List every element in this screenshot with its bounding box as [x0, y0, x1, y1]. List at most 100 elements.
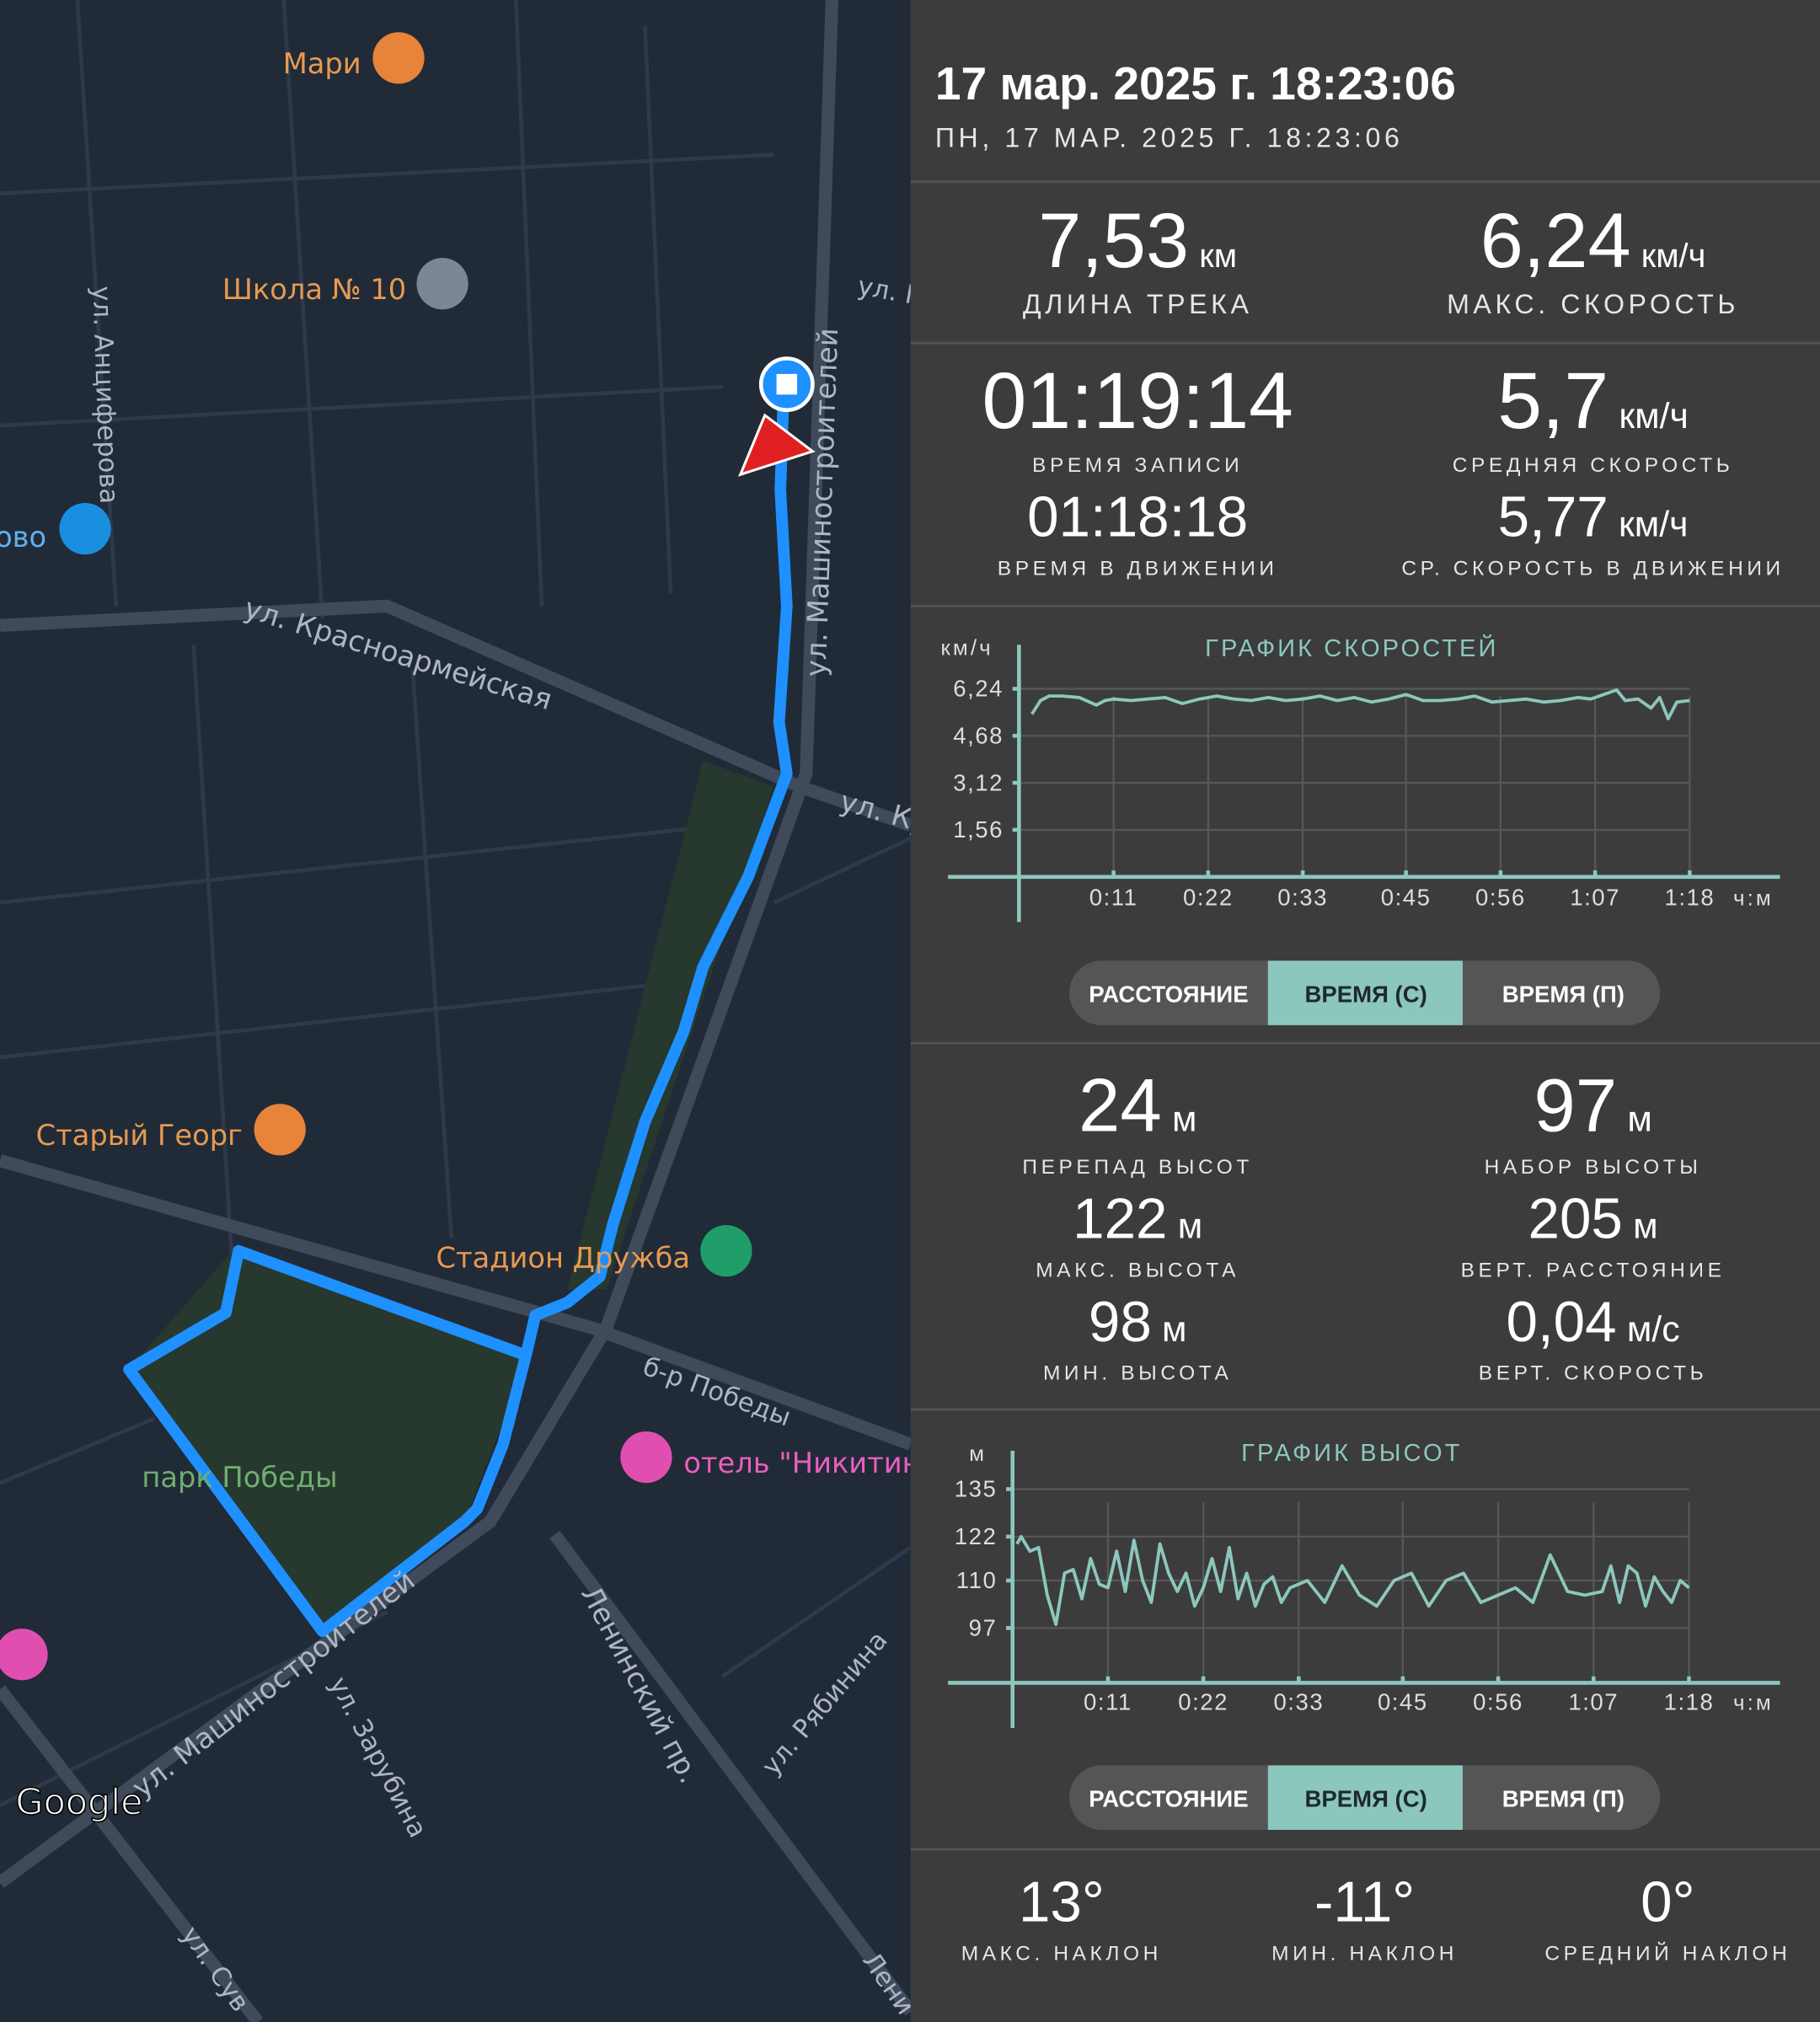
y-tick-label: 135 [955, 1476, 998, 1502]
y-tick-label: 110 [956, 1567, 998, 1593]
separators [910, 180, 1820, 1851]
map-bg [0, 0, 911, 2022]
segment-button[interactable]: РАССТОЯНИЕ [1089, 981, 1248, 1007]
stat-number: 98 [1089, 1291, 1152, 1354]
park-strip [567, 761, 774, 1290]
stat-value: 122 м [1073, 1187, 1202, 1250]
stat-number: 0° [1641, 1871, 1694, 1934]
y-axis-label: м [969, 1441, 987, 1466]
stat-label: ВРЕМЯ В ДВИЖЕНИИ [998, 558, 1278, 580]
stat-value: 6,24 км/ч [1480, 198, 1706, 284]
stat-number: 205 [1528, 1187, 1623, 1250]
stat-value: 5,7 км/ч [1497, 356, 1689, 446]
poi-label: Стадион Дружба [436, 1242, 690, 1275]
poi-icon[interactable] [254, 1104, 306, 1156]
stat-number: 24 [1079, 1063, 1162, 1147]
stat-value: 13° [1019, 1871, 1105, 1934]
x-tick-label: 1:07 [1570, 884, 1620, 910]
stat-label: ВЕРТ. РАССТОЯНИЕ [1461, 1259, 1726, 1281]
poi-icon[interactable] [700, 1225, 752, 1277]
stat-unit: км [1199, 238, 1237, 275]
stat-value: 7,53 км [1038, 198, 1237, 284]
x-tick-label: 0:22 [1183, 884, 1234, 910]
buttons: РАССТОЯНИЕ ВРЕМЯ (С) ВРЕМЯ (П) РАССТОЯНИЕ ВР… [1069, 960, 1661, 1830]
stat-number: 7,53 [1038, 198, 1189, 284]
y-tick-label: 1,56 [953, 816, 1004, 842]
stat-value: 01:19:14 [982, 356, 1293, 446]
x-axis-label: ч:м [1733, 1690, 1774, 1715]
date-title: 17 мар. 2025 г. 18:23:06 [935, 57, 1456, 110]
y-tick-label: 4,68 [953, 723, 1004, 749]
poi-label: ово [0, 521, 46, 554]
poi-label: Школа № 10 [222, 273, 406, 306]
stop-icon [776, 373, 798, 395]
y-tick-label: 3,12 [953, 769, 1004, 795]
date-subtitle: ПН, 17 МАР. 2025 Г. 18:23:06 [935, 122, 1404, 152]
x-tick-label: 0:56 [1475, 884, 1526, 910]
x-tick-label: 0:45 [1381, 884, 1432, 910]
stat-unit: м [1627, 1099, 1651, 1139]
major-roads [0, 0, 916, 2022]
x-axis-label: ч:м [1733, 885, 1774, 910]
x-tick-label: 0:33 [1273, 1689, 1324, 1715]
stat-number: 01:18:18 [1027, 486, 1248, 549]
segment-button[interactable]: ВРЕМЯ (С) [1305, 981, 1427, 1007]
poi-icon[interactable] [620, 1431, 672, 1484]
minor-roads [0, 0, 913, 1807]
stat-number: 97 [1534, 1063, 1617, 1147]
stat-label: НАБОР ВЫСОТЫ [1485, 1156, 1702, 1179]
segment-button[interactable]: ВРЕМЯ (П) [1502, 981, 1625, 1007]
poi-icon[interactable] [59, 502, 111, 555]
stat-value: 0° [1641, 1871, 1694, 1934]
x-tick-label: 0:56 [1473, 1689, 1523, 1715]
poi-icon[interactable] [0, 1629, 48, 1681]
stat-value: 01:18:18 [1027, 486, 1248, 549]
x-tick-label: 0:33 [1277, 884, 1328, 910]
poi-label: отель "Никитин [683, 1447, 920, 1479]
segment-button[interactable]: РАССТОЯНИЕ [1089, 1785, 1248, 1811]
stat-number: -11° [1314, 1871, 1415, 1934]
stat-unit: м [1162, 1309, 1186, 1350]
stat-label: МАКС. СКОРОСТЬ [1447, 289, 1739, 319]
stat-number: 0,04 [1506, 1291, 1616, 1354]
stat-value: -11° [1314, 1871, 1415, 1934]
stat-label: МАКС. ВЫСОТА [1036, 1259, 1239, 1281]
x-tick-label: 0:45 [1378, 1689, 1428, 1715]
park-label: парк Победы [142, 1461, 337, 1494]
x-tick-label: 0:22 [1178, 1689, 1228, 1715]
stat-label: МИН. НАКЛОН [1271, 1943, 1458, 1966]
poi-label: Старый Георг [36, 1119, 243, 1152]
data-line [1030, 688, 1690, 720]
segment-button[interactable]: ВРЕМЯ (П) [1502, 1785, 1625, 1811]
x-tick-label: 1:18 [1664, 1689, 1715, 1715]
stat-value: 5,77 км/ч [1498, 486, 1689, 549]
stat-label: МИН. ВЫСОТА [1043, 1362, 1232, 1385]
segment-button[interactable]: ВРЕМЯ (С) [1305, 1785, 1427, 1811]
stat-unit: км/ч [1641, 238, 1706, 275]
x-tick-label: 0:11 [1089, 884, 1138, 910]
stat-label: ВРЕМЯ ЗАПИСИ [1032, 454, 1243, 477]
stat-value: 205 м [1528, 1187, 1658, 1250]
stat-unit: км/ч [1619, 396, 1688, 436]
poi-icon[interactable] [416, 258, 468, 310]
y-axis-label: км/ч [940, 635, 993, 661]
stat-label: СРЕДНЯЯ СКОРОСТЬ [1453, 454, 1734, 477]
poi-icon[interactable] [372, 32, 425, 84]
stat-number: 01:19:14 [982, 356, 1293, 446]
stat-number: 122 [1073, 1187, 1167, 1250]
stat-value: 98 м [1089, 1291, 1187, 1354]
selected-segment [1267, 960, 1463, 1025]
selected-segment [1267, 1765, 1463, 1830]
y-tick-label: 122 [955, 1523, 998, 1549]
stats-panel: 17 мар. 2025 г. 18:23:06 ПН, 17 МАР. 202… [910, 0, 1820, 2022]
position-arrow [738, 413, 816, 477]
stat-number: 5,77 [1498, 486, 1609, 549]
y-tick-label: 6,24 [953, 676, 1004, 702]
park [129, 1250, 529, 1632]
stat-value: 24 м [1079, 1063, 1196, 1147]
stats: 7,53 км ДЛИНА ТРЕКА 6,24 км/ч МАКС. СКОРОСТЬ 0… [961, 198, 1787, 1966]
stat-unit: м/с [1627, 1309, 1680, 1350]
map[interactable]: Мари Школа № 10 ул. Анциферова ово ул. К… [0, 0, 933, 2022]
